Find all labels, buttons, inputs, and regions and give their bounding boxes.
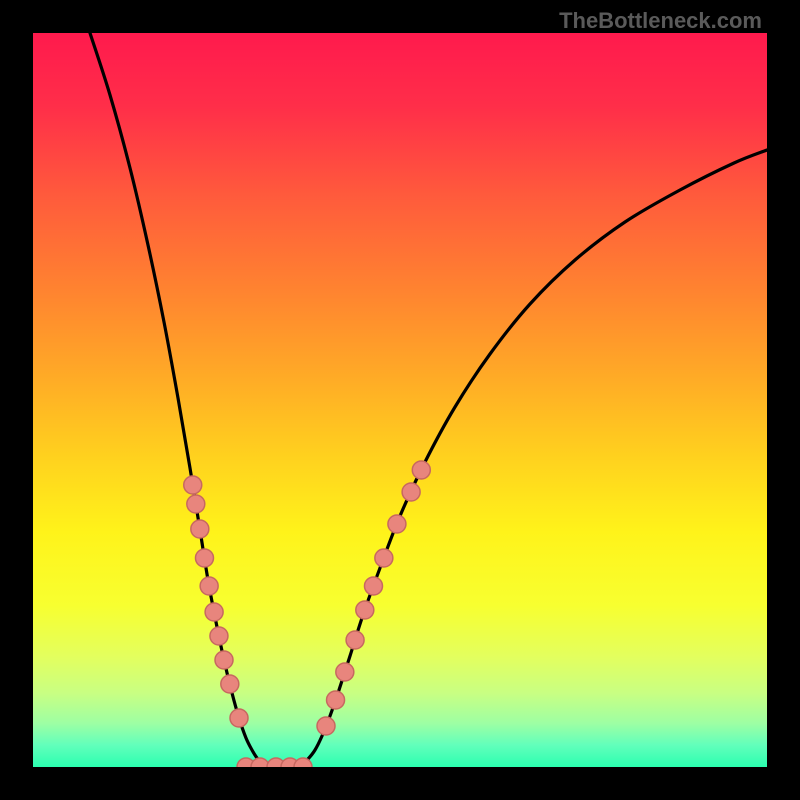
chart-curves: [33, 33, 767, 767]
marker-left-4: [200, 577, 218, 595]
marker-left-9: [230, 709, 248, 727]
marker-right-3: [375, 549, 393, 567]
marker-right-8: [327, 691, 345, 709]
watermark-text: TheBottleneck.com: [559, 8, 762, 34]
chart-container: TheBottleneck.com: [0, 0, 800, 800]
marker-left-8: [221, 675, 239, 693]
marker-left-1: [187, 495, 205, 513]
bottleneck-curve: [90, 33, 767, 767]
marker-right-7: [336, 663, 354, 681]
marker-right-9: [317, 717, 335, 735]
marker-left-0: [184, 476, 202, 494]
marker-right-2: [388, 515, 406, 533]
marker-right-0: [412, 461, 430, 479]
marker-left-7: [215, 651, 233, 669]
marker-right-1: [402, 483, 420, 501]
marker-left-5: [205, 603, 223, 621]
marker-right-5: [356, 601, 374, 619]
marker-right-6: [346, 631, 364, 649]
marker-right-4: [364, 577, 382, 595]
marker-bottom-1: [251, 758, 269, 767]
plot-area: [33, 33, 767, 767]
marker-left-3: [195, 549, 213, 567]
marker-left-2: [191, 520, 209, 538]
marker-left-6: [210, 627, 228, 645]
